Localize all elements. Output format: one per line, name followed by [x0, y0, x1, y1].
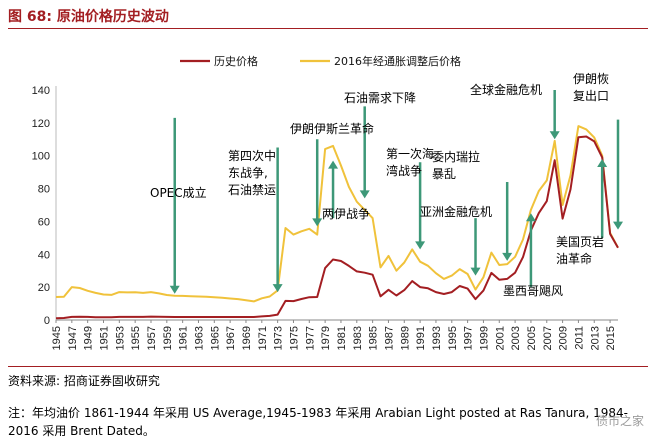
x-tick-label: 1979 [320, 326, 332, 350]
annotation-label: 石油需求下降 [344, 91, 416, 105]
x-tick-label: 1965 [209, 326, 221, 350]
annotation-label: 亚洲金融危机 [420, 204, 492, 219]
series-line-real [55, 125, 619, 303]
axes: 0 20 40 60 80 100 120 140 1945 1947 1949 1951 1953 19… [32, 85, 618, 350]
x-tick-label: 2003 [510, 326, 522, 350]
annotation-arrow-head [328, 160, 339, 169]
annotation-label: 第一次海 [386, 146, 434, 161]
series-line-nominal [55, 135, 619, 320]
x-tick-label: 2011 [573, 326, 585, 350]
annotation-arrow-head [502, 252, 513, 261]
x-tick-label: 1969 [241, 326, 253, 350]
x-tick-label: 1951 [98, 326, 110, 350]
x-tick-label: 1997 [463, 326, 475, 350]
x-tick-label: 1977 [304, 326, 316, 350]
annotation-arrow-head [597, 159, 608, 167]
x-tick-label: 1947 [67, 326, 79, 350]
x-tick-label: 1971 [257, 326, 269, 350]
x-tick-label: 1989 [399, 326, 411, 350]
x-tick-label: 1961 [178, 326, 190, 350]
x-tick-label: 1963 [193, 326, 205, 350]
annotation-label: 油革命 [556, 251, 592, 266]
x-tick-label: 1957 [146, 326, 158, 350]
x-tick-label: 1983 [352, 326, 364, 350]
x-tick-label: 1987 [383, 326, 395, 350]
x-tick-label: 1945 [51, 326, 63, 350]
x-tick-label: 2001 [494, 326, 506, 350]
series-layer [55, 125, 619, 320]
x-tick-label: 1959 [162, 326, 174, 350]
x-tick-label: 1955 [130, 326, 142, 350]
annotation-arrow-head [169, 285, 180, 294]
legend-label-real: 2016年经通胀调整后价格 [334, 54, 461, 68]
x-tick-label: 1949 [83, 326, 95, 350]
x-tick-label: 1999 [478, 326, 490, 350]
x-tick-label: 1981 [336, 326, 348, 350]
annotation-arrows [169, 90, 623, 294]
y-tick-label: 20 [38, 282, 50, 294]
x-tick-label: 1953 [114, 326, 126, 350]
annotation-label: 暴乱 [432, 167, 456, 181]
y-tick-label: 40 [38, 249, 50, 261]
x-tick-label: 1973 [273, 326, 285, 350]
annotation-label: 第四次中 [228, 148, 276, 163]
x-tick-label: 1975 [288, 326, 300, 350]
annotation-arrow-head [525, 213, 536, 222]
watermark: 债市之家 [595, 414, 644, 428]
legend: 历史价格 2016年经通胀调整后价格 [180, 54, 461, 68]
x-tick-label: 2005 [526, 326, 538, 350]
x-tick-label: 2009 [558, 326, 570, 350]
annotation-label: 全球金融危机 [470, 82, 542, 97]
x-tick-label: 1967 [225, 326, 237, 350]
annotation-label: OPEC成立 [150, 185, 207, 200]
annotation-arrow-head [470, 267, 481, 276]
annotation-label: 湾战争 [386, 163, 422, 178]
x-tick-label: 1991 [415, 326, 427, 350]
annotation-label: 石油禁运 [228, 183, 276, 197]
x-tick-label: 1995 [447, 326, 459, 350]
source-text: 资料来源: 招商证券固收研究 [8, 374, 160, 388]
bottom-rule [8, 366, 648, 367]
annotation-label: 伊朗伊斯兰革命 [290, 121, 374, 136]
annotation-label: 委内瑞拉 [432, 149, 480, 164]
annotation-arrow-head [613, 221, 623, 230]
annotation-arrow-head [312, 218, 323, 227]
x-tick-label: 2013 [589, 326, 601, 350]
annotation-arrow-head [359, 190, 370, 199]
figure-title: 图 68: 原油价格历史波动 [8, 9, 169, 25]
legend-label-nominal: 历史价格 [214, 54, 258, 68]
x-tick-label: 1985 [368, 326, 380, 350]
y-tick-label: 60 [38, 216, 50, 228]
y-tick-label: 100 [32, 151, 50, 163]
annotation-label: 东战争, [228, 166, 268, 180]
x-tick-label: 2015 [605, 326, 617, 350]
annotation-label: 美国页岩 [556, 234, 604, 249]
top-rule [8, 28, 648, 29]
y-tick-label: 80 [38, 184, 50, 196]
footnote: 注：年均油价 1861-1944 年采用 US Average,1945-198… [8, 406, 628, 438]
y-tick-label: 0 [44, 315, 50, 327]
annotation-arrow-head [415, 241, 426, 250]
x-tick-label: 1993 [431, 326, 443, 350]
annotation-arrow-head [549, 131, 560, 140]
annotation-label: 墨西哥飓风 [503, 284, 563, 298]
annotation-label: 两伊战争 [322, 207, 370, 221]
y-tick-label: 140 [32, 85, 50, 97]
x-tick-label: 2007 [542, 326, 554, 350]
annotation-arrow-head [272, 284, 283, 293]
annotation-label: 伊朗恢 [573, 72, 609, 86]
y-tick-label: 120 [32, 118, 50, 130]
annotation-label: 复出口 [573, 89, 609, 103]
